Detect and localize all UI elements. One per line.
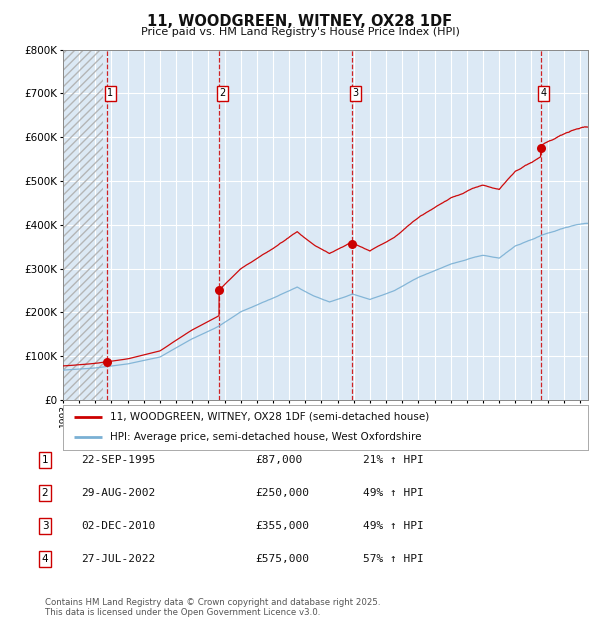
Text: 11, WOODGREEN, WITNEY, OX28 1DF (semi-detached house): 11, WOODGREEN, WITNEY, OX28 1DF (semi-de… (110, 412, 430, 422)
Text: £250,000: £250,000 (255, 488, 309, 498)
Text: 2: 2 (219, 89, 225, 99)
Text: HPI: Average price, semi-detached house, West Oxfordshire: HPI: Average price, semi-detached house,… (110, 432, 422, 443)
Text: 1: 1 (107, 89, 113, 99)
Text: 57% ↑ HPI: 57% ↑ HPI (363, 554, 424, 564)
Text: 27-JUL-2022: 27-JUL-2022 (81, 554, 155, 564)
Text: Price paid vs. HM Land Registry's House Price Index (HPI): Price paid vs. HM Land Registry's House … (140, 27, 460, 37)
Text: 4: 4 (41, 554, 49, 564)
Text: £87,000: £87,000 (255, 455, 302, 465)
Text: 3: 3 (352, 89, 359, 99)
Text: 3: 3 (41, 521, 49, 531)
Text: 1: 1 (41, 455, 49, 465)
Text: 22-SEP-1995: 22-SEP-1995 (81, 455, 155, 465)
Text: This data is licensed under the Open Government Licence v3.0.: This data is licensed under the Open Gov… (45, 608, 320, 617)
Text: 49% ↑ HPI: 49% ↑ HPI (363, 488, 424, 498)
Text: £575,000: £575,000 (255, 554, 309, 564)
Text: 4: 4 (541, 89, 547, 99)
Text: £355,000: £355,000 (255, 521, 309, 531)
Text: 11, WOODGREEN, WITNEY, OX28 1DF: 11, WOODGREEN, WITNEY, OX28 1DF (148, 14, 452, 29)
Text: Contains HM Land Registry data © Crown copyright and database right 2025.: Contains HM Land Registry data © Crown c… (45, 598, 380, 607)
Text: 49% ↑ HPI: 49% ↑ HPI (363, 521, 424, 531)
Text: 21% ↑ HPI: 21% ↑ HPI (363, 455, 424, 465)
Text: 2: 2 (41, 488, 49, 498)
Text: 29-AUG-2002: 29-AUG-2002 (81, 488, 155, 498)
Text: 02-DEC-2010: 02-DEC-2010 (81, 521, 155, 531)
